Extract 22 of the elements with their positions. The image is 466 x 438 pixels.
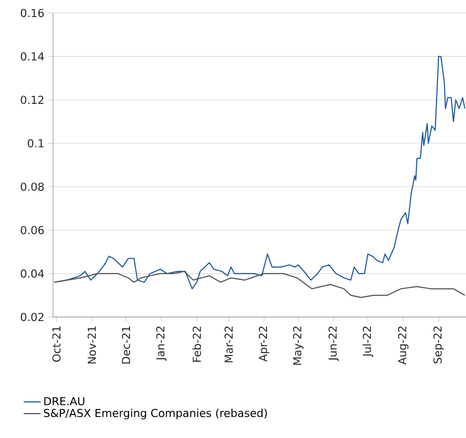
x-tick-label: Mar-22 xyxy=(224,326,233,362)
y-tick-label: 0.08 xyxy=(20,182,44,191)
y-tick-label: 0.02 xyxy=(20,312,44,322)
x-tick-label: Apr-22 xyxy=(258,326,270,362)
x-tick-label: Nov-21 xyxy=(88,326,96,364)
y-tick-label: 0.06 xyxy=(20,226,44,234)
x-tick-label: Jul-22 xyxy=(362,326,374,358)
x-tick-label: Oct-21 xyxy=(52,326,61,362)
y-tick-label: 0.16 xyxy=(20,8,44,18)
y-tick-label: 0.04 xyxy=(20,269,44,278)
x-tick-label: Dec-21 xyxy=(122,326,130,364)
y-tick-label: 0.1 xyxy=(28,139,44,148)
x-tick-label: May-22 xyxy=(293,326,304,365)
x-tick-label: Aug-22 xyxy=(398,326,408,365)
x-tick-label: Jan-22 xyxy=(156,326,167,361)
x-tick-label: Jun-22 xyxy=(328,326,339,362)
y-tick-label: 0.14 xyxy=(20,52,44,61)
x-tick-label: Sep-22 xyxy=(433,326,444,364)
legend-label: DRE.AU xyxy=(44,397,84,406)
x-tick-label: Feb-22 xyxy=(192,326,201,362)
y-tick-label: 0.12 xyxy=(20,96,44,104)
legend-label: S&P/ASX Emerging Companies (rebased) xyxy=(44,408,267,420)
